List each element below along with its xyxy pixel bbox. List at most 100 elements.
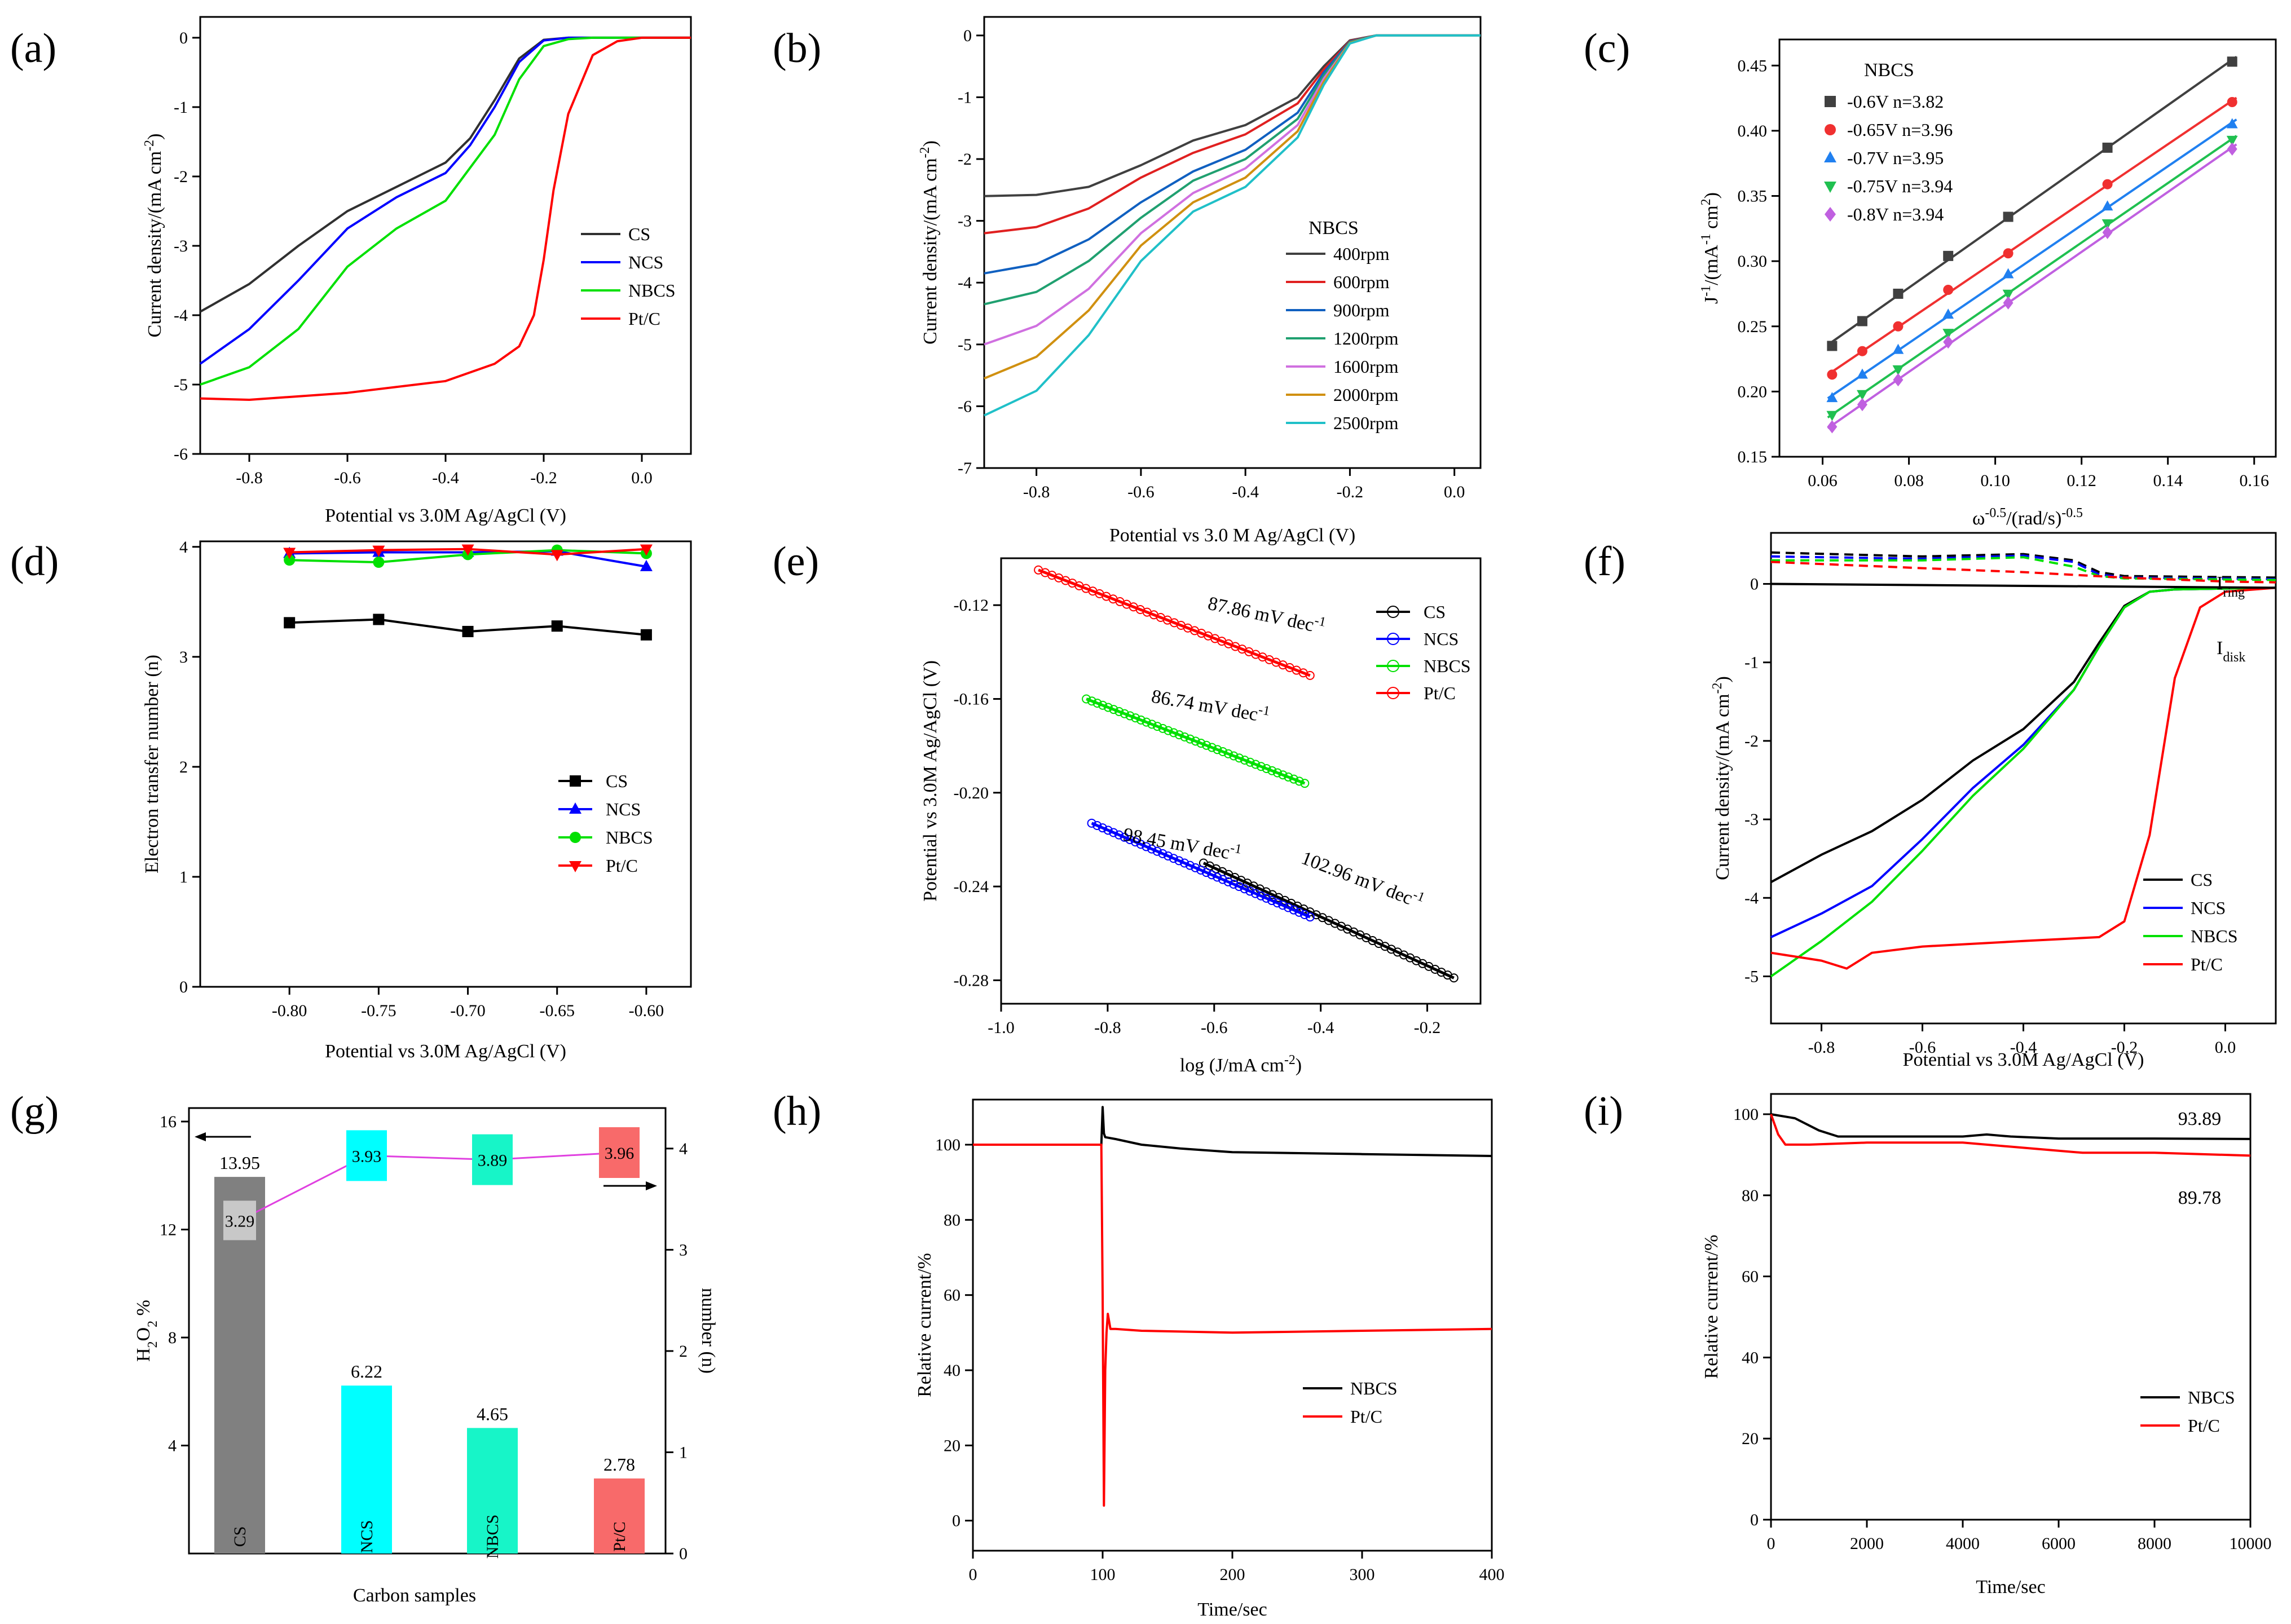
data-point-ncs	[640, 559, 653, 571]
n-box-pt-c	[599, 1127, 640, 1178]
bar-category-label: CS	[231, 1526, 249, 1547]
n-value-label: 3.89	[478, 1151, 508, 1170]
y-tick-label: -6	[958, 397, 972, 416]
label-part: Current density/(mA cm	[920, 158, 941, 345]
y-axis-label: Current density/(mA cm-2)	[918, 140, 941, 345]
series-line-600rpm	[984, 34, 1481, 235]
data-point-ncs	[1098, 823, 1107, 833]
y-tick-label: 60	[1742, 1268, 1759, 1286]
label-part: )	[1701, 192, 1722, 198]
x-tick-label: 0.16	[2239, 471, 2269, 490]
data-point-0-75v-n-3-94	[2101, 219, 2113, 230]
x-tick-label: 0.0	[1444, 483, 1465, 501]
data-point-cs	[551, 620, 563, 632]
data-point-0-8v-n-3-94	[2227, 142, 2237, 156]
y-tick-label: 0	[1750, 575, 1759, 593]
y-tick-label: -3	[958, 212, 972, 231]
y-right-tick-label: 2	[679, 1342, 688, 1361]
x-tick-label: -0.4	[432, 469, 459, 487]
y-tick-label: 3	[179, 648, 188, 667]
data-point-nbcs	[1229, 751, 1239, 761]
x-tick-label: 0.10	[1980, 471, 2010, 490]
data-point-ncs	[1284, 903, 1293, 912]
legend-label-0-6v-n-3-82: -0.6V n=3.82	[1847, 91, 1944, 112]
legend-label-nbcs: NBCS	[628, 280, 676, 301]
label-superscript: -0.5	[1985, 506, 2006, 520]
y-tick-label: 0.20	[1738, 382, 1768, 401]
bar-ncs	[341, 1385, 392, 1554]
data-point-cs	[1449, 973, 1459, 983]
legend-label-1200rpm: 1200rpm	[1333, 328, 1399, 348]
label-part: )	[1296, 1055, 1302, 1076]
y-tick-label: 0.45	[1738, 56, 1768, 75]
x-axis-label: Potential vs 3.0 M Ag/AgCl (V)	[1109, 525, 1355, 546]
data-point-nbcs	[1186, 734, 1195, 744]
data-point-0-6v-n-3-82	[2102, 142, 2113, 153]
data-point-nbcs	[1142, 717, 1151, 727]
x-tick-label: -0.75	[361, 1001, 396, 1020]
data-point-ncs	[1169, 854, 1178, 863]
data-point-ncs	[1114, 830, 1124, 840]
x-tick-label: 0	[1767, 1534, 1775, 1553]
y-tick-label: -1	[1744, 654, 1759, 672]
legend-label-2500rpm: 2500rpm	[1333, 413, 1399, 433]
legend-marker	[1825, 207, 1836, 222]
bar-value-label: 4.65	[477, 1404, 508, 1424]
data-point-0-7v-n-3-95	[1892, 343, 1904, 354]
legend-marker	[1824, 182, 1836, 193]
data-point-0-8v-n-3-94	[2102, 226, 2113, 239]
legend-label-pt-c: Pt/C	[1350, 1406, 1382, 1427]
data-point-nbcs	[1196, 739, 1206, 748]
y-tick-label: 100	[935, 1136, 961, 1154]
series-line-pt-c	[1770, 586, 2276, 970]
panel-f: -0.8 -0.6 -0.4 -0.2 0.00-1-2-3-4-5IringIdisk…	[1710, 532, 2277, 1070]
x-tick-label: -0.6	[334, 469, 361, 487]
bar-value-label: 6.22	[351, 1361, 382, 1382]
panel-label-e: (e)	[773, 539, 819, 585]
x-tick-label: -0.8	[1023, 483, 1050, 501]
left-axis-arrowhead	[195, 1132, 206, 1141]
x-tick-label: 200	[1220, 1565, 1245, 1584]
label-superscript: -1	[1229, 841, 1243, 857]
data-point-nbcs	[373, 557, 385, 568]
y-tick-label: -3	[1744, 810, 1759, 829]
panel-label-c: (c)	[1584, 25, 1630, 72]
disk-label: Idisk	[2217, 638, 2245, 665]
panel-d: -0.80 -0.75 -0.70 -0.65 -0.60 0 1 2 3 4 Potential …	[142, 538, 692, 1062]
y-axis-label-subscript: 2	[146, 1341, 160, 1348]
series-line-pt-c	[200, 36, 691, 401]
x-axis-label: Potential vs 3.0M Ag/AgCl (V)	[325, 505, 566, 526]
data-point-0-8v-n-3-94	[2003, 296, 2014, 310]
series-line-pt-c	[973, 1144, 1492, 1507]
data-point-nbcs	[1284, 772, 1293, 782]
series-line-pt-c	[1770, 1114, 2251, 1157]
data-point-ncs	[1300, 910, 1310, 919]
panel-h: 0 100 200 300 400 0 20 40 60 80 100 Time/sec Relativ…	[914, 1098, 1505, 1620]
x-tick-label: 0.08	[1894, 471, 1924, 490]
slope-annotation: 87.86 mV dec-1	[1206, 591, 1327, 638]
y-axis-label: H2O2 %	[133, 1300, 160, 1362]
label-part: /(mA	[1701, 245, 1722, 285]
legend-label-nbcs: NBCS	[1424, 656, 1471, 676]
y-tick-label: 40	[944, 1361, 961, 1380]
legend-label-nbcs: NBCS	[2191, 926, 2238, 946]
legend-label-ncs: NCS	[606, 799, 641, 819]
data-point-nbcs	[1267, 766, 1277, 775]
data-point-ncs	[1158, 849, 1167, 858]
x-axis-label: Time/sec	[1197, 1599, 1267, 1620]
legend-label-cs: CS	[606, 771, 628, 791]
legend-marker	[1387, 633, 1399, 645]
legend-label-0-7v-n-3-95: -0.7V n=3.95	[1847, 148, 1944, 168]
plot-frame	[1778, 38, 2277, 458]
legend-marker	[569, 802, 581, 814]
data-point-pt-c	[640, 544, 653, 556]
y-axis-label-subscript: 2	[146, 1321, 160, 1327]
y-axis-label-part: H	[133, 1348, 154, 1362]
data-point-ncs	[1142, 842, 1151, 851]
legend-label-pt-c: Pt/C	[1424, 683, 1456, 703]
data-point-0-7v-n-3-95	[1857, 368, 1868, 379]
ring-label-part: I	[2217, 573, 2223, 594]
data-point-ncs	[1092, 821, 1102, 830]
data-point-pt-c	[1305, 670, 1315, 680]
disk-label-subscript: disk	[2223, 650, 2245, 665]
